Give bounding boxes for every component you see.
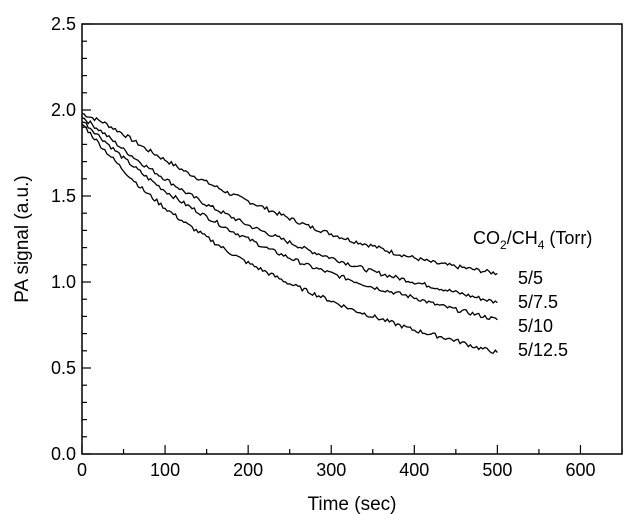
y-tick-label: 0.0 — [51, 444, 76, 464]
y-tick-label: 1.0 — [51, 272, 76, 292]
y-axis-label: PA signal (a.u.) — [12, 175, 33, 302]
y-tick-label: 2.0 — [51, 100, 76, 120]
x-tick-label: 600 — [565, 460, 595, 480]
x-tick-label: 100 — [150, 460, 180, 480]
legend-title-subscript: 4 — [538, 238, 545, 252]
series-labels: 5/5 5/7.5 5/10 5/12.5 — [518, 268, 568, 360]
series-line — [81, 123, 498, 354]
legend-title-part: CO — [473, 228, 500, 248]
x-tick-label: 400 — [399, 460, 429, 480]
series-line — [81, 112, 498, 276]
plot-frame — [81, 23, 623, 455]
series-label: 5/12.5 — [518, 340, 568, 360]
x-axis-ticks: 0 100 200 300 400 500 600 — [77, 445, 623, 480]
series-label: 5/7.5 — [518, 292, 558, 312]
x-tick-label: 500 — [482, 460, 512, 480]
legend-title-part: (Torr) — [544, 228, 592, 248]
series-label: 5/5 — [518, 268, 543, 288]
y-axis-ticks: 0.0 0.5 1.0 1.5 2.0 2.5 — [51, 14, 91, 464]
legend-title-part: /CH — [507, 228, 538, 248]
series-line — [81, 121, 498, 321]
series-label: 5/10 — [518, 316, 553, 336]
plot-lines — [81, 112, 498, 354]
x-tick-label: 200 — [233, 460, 263, 480]
x-axis-label: Time (sec) — [307, 494, 396, 514]
y-tick-label: 1.5 — [51, 186, 76, 206]
y-tick-label: 2.5 — [51, 14, 76, 34]
y-tick-label: 0.5 — [51, 358, 76, 378]
legend-title-subscript: 2 — [500, 238, 507, 252]
x-tick-label: 300 — [316, 460, 346, 480]
series-line — [81, 117, 498, 304]
legend-title: CO2/CH4 (Torr) — [473, 228, 592, 252]
x-tick-label: 0 — [77, 460, 87, 480]
